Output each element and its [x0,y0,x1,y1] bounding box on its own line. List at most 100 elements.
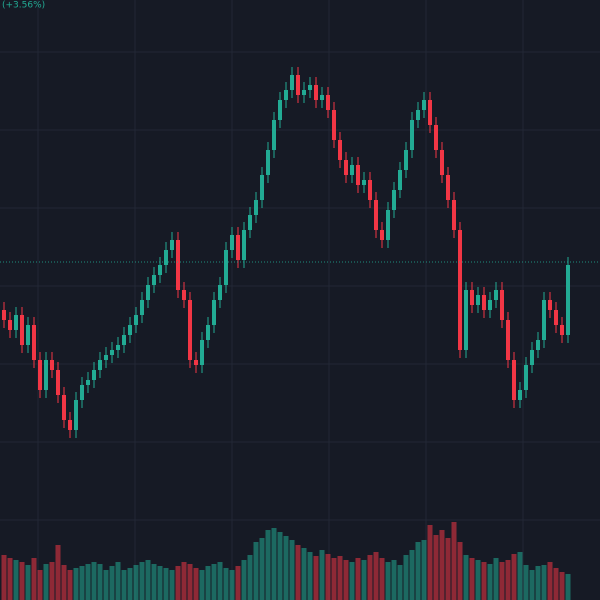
candle-body [224,250,228,285]
volume-bar [445,538,451,600]
candle-body [470,290,474,305]
candle-body [434,125,438,150]
volume-bar [13,560,19,600]
candle-body [560,325,564,335]
change-label: (+3.56%) [2,1,45,11]
volume-bar [355,558,361,600]
candle-body [32,325,36,360]
volume-bar [229,570,235,600]
volume-bar [121,570,127,600]
volume-bar [79,566,85,600]
candle-body [506,320,510,360]
volume-bar [391,560,397,600]
volume-bar [451,522,457,600]
volume-bar [409,550,415,600]
candle-body [98,360,102,370]
candle-body [260,175,264,200]
candle-body [548,300,552,310]
volume-bar [397,565,403,600]
candle-body [530,350,534,365]
candle-body [494,290,498,300]
candle-body [326,95,330,110]
candle-body [338,140,342,160]
candle-body [26,325,30,345]
candle-body [206,325,210,340]
volume-bar [175,566,181,600]
candle-body [488,300,492,310]
volume-bar [457,542,463,600]
candle-body [128,325,132,335]
candle-body [236,235,240,260]
candle-body [92,370,96,380]
candle-body [68,420,72,430]
candle-body [38,360,42,390]
volume-bar [223,568,229,600]
candle-body [140,300,144,315]
volume-bar [541,565,547,600]
volume-bar [439,530,445,600]
volume-bar [349,562,355,600]
volume-bar [103,570,109,600]
candle-body [368,180,372,200]
volume-bar [499,562,505,600]
candle-body [518,390,522,400]
volume-bar [421,540,427,600]
candle-body [290,75,294,90]
volume-bar [271,528,277,600]
volume-bar [511,554,517,600]
volume-bar [37,570,43,600]
candle-body [344,160,348,175]
volume-bar [145,560,151,600]
volume-bar [169,570,175,600]
candle-body [446,175,450,200]
volume-bar [547,562,553,600]
candle-body [62,395,66,420]
volume-bar [235,566,241,600]
candle-body [188,300,192,360]
volume-bar [265,530,271,600]
volume-bar [109,566,115,600]
volume-bar [529,570,535,600]
candle-body [194,360,198,365]
candle-body [362,180,366,185]
volume-bar [481,562,487,600]
candle-body [14,315,18,330]
candle-body [254,200,258,215]
volume-bar [61,565,67,600]
volume-bar [277,532,283,600]
volume-bar [7,558,13,600]
candle-body [476,295,480,305]
volume-bar [385,562,391,600]
volume-bar [295,545,301,600]
candle-body [392,190,396,210]
candle-body [512,360,516,400]
candle-body [284,90,288,100]
volume-bar [559,572,565,600]
candle-body [350,165,354,175]
volume-bar [337,556,343,600]
candle-body [500,290,504,320]
volume-bar [379,558,385,600]
candle-body [302,90,306,95]
volume-bar [115,562,121,600]
candle-body [248,215,252,230]
candle-body [116,345,120,350]
volume-bar [325,554,331,600]
candle-body [134,315,138,325]
volume-bar [367,555,373,600]
candle-body [464,290,468,350]
candle-body [428,100,432,125]
volume-bar [565,574,571,600]
volume-bar [361,560,367,600]
candle-body [296,75,300,95]
volume-bar [67,570,73,600]
candle-body [122,335,126,345]
volume-bar [199,570,205,600]
candle-body [482,295,486,310]
candle-body [110,350,114,355]
candle-body [554,310,558,325]
candle-body [212,300,216,325]
